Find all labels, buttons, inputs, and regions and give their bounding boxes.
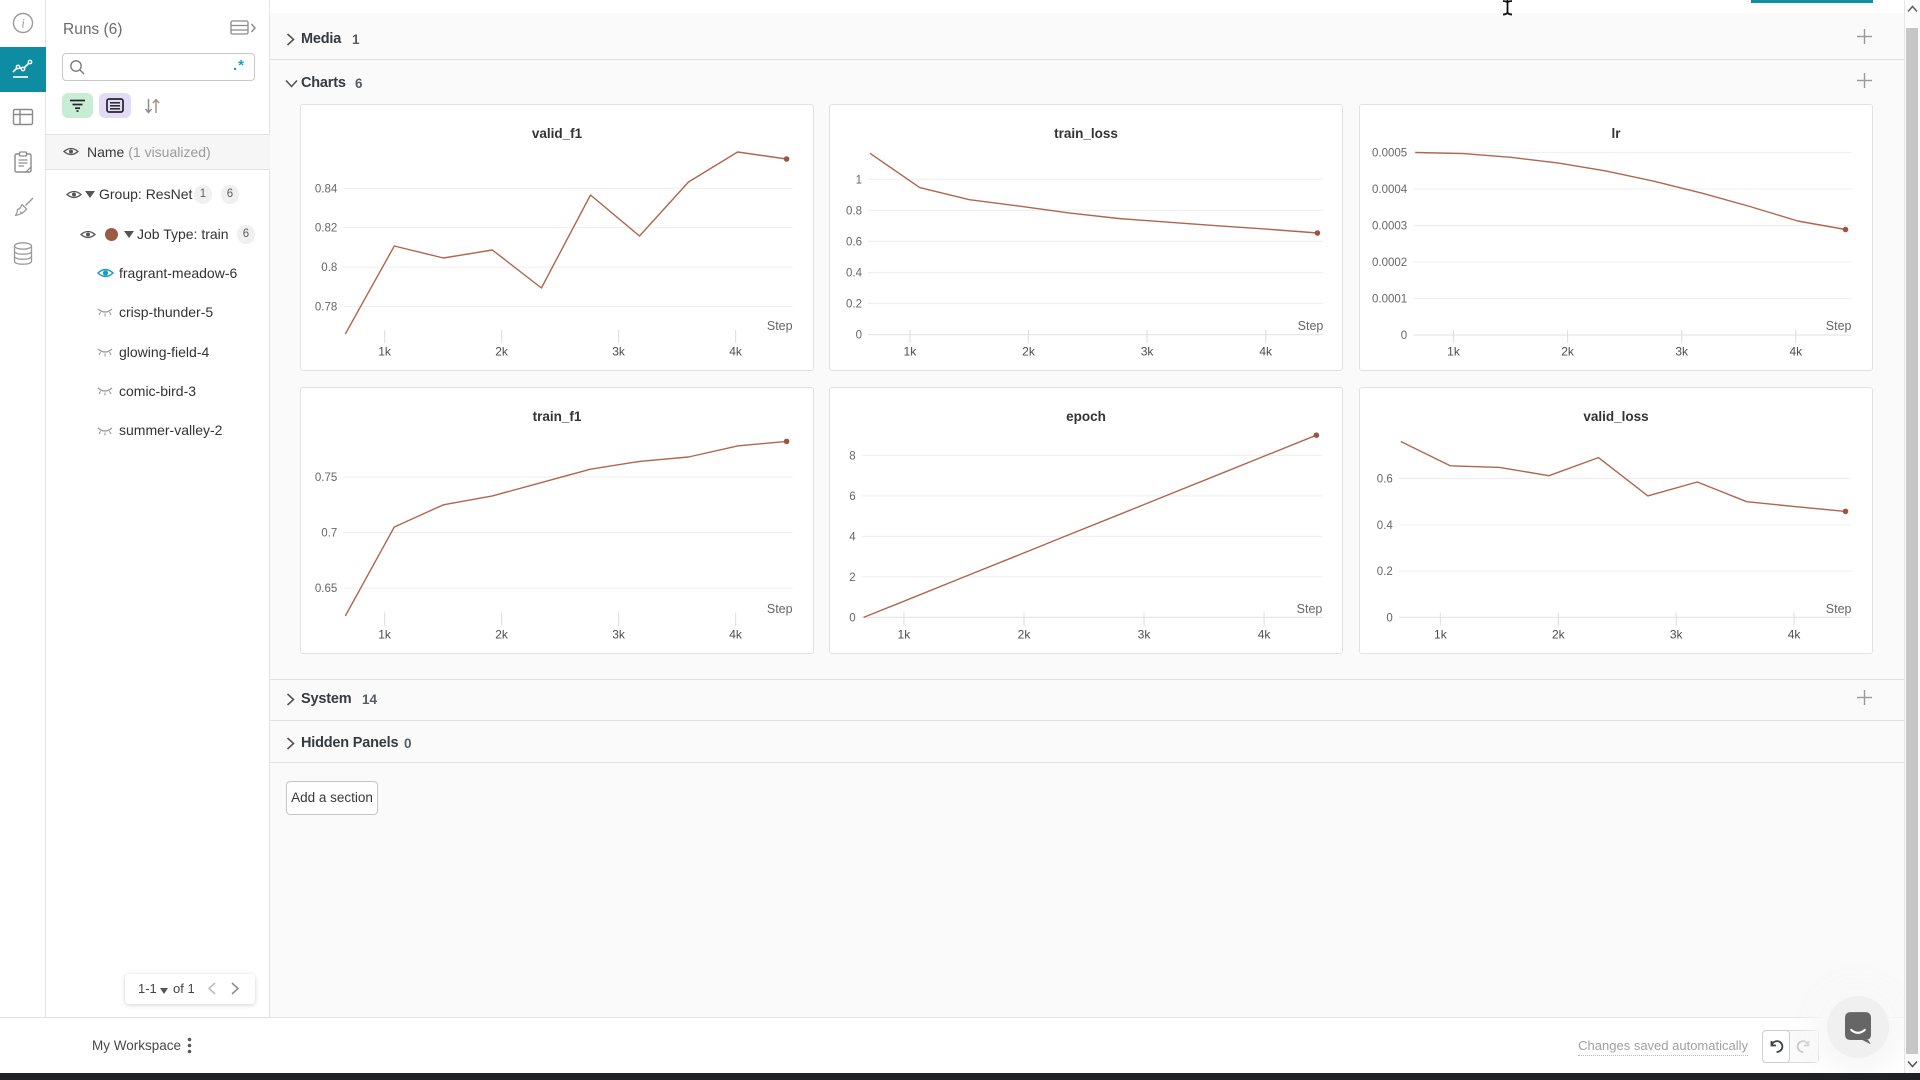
svg-text:3k: 3k	[1670, 628, 1684, 642]
svg-text:1k: 1k	[378, 628, 392, 642]
svg-text:4k: 4k	[1789, 345, 1803, 359]
svg-text:0.2: 0.2	[846, 299, 862, 311]
svg-text:0.0005: 0.0005	[1372, 148, 1407, 160]
svg-text:3k: 3k	[612, 345, 626, 359]
svg-text:0.4: 0.4	[1377, 520, 1394, 532]
svg-text:lr: lr	[1611, 126, 1621, 141]
svg-text:Step: Step	[1826, 602, 1852, 616]
svg-text:epoch: epoch	[1066, 409, 1106, 424]
svg-text:0.4: 0.4	[846, 268, 863, 280]
svg-text:4k: 4k	[729, 345, 743, 359]
svg-text:1k: 1k	[904, 345, 918, 359]
svg-text:0.6: 0.6	[846, 236, 862, 248]
svg-text:0: 0	[849, 612, 855, 624]
svg-text:4k: 4k	[1788, 628, 1802, 642]
svg-text:Step: Step	[767, 319, 793, 333]
svg-text:4k: 4k	[729, 628, 743, 642]
svg-text:0.0001: 0.0001	[1372, 294, 1407, 306]
svg-text:1k: 1k	[378, 345, 392, 359]
svg-text:0.78: 0.78	[315, 302, 337, 314]
svg-text:3k: 3k	[1675, 345, 1689, 359]
svg-text:2: 2	[849, 572, 855, 584]
svg-text:3k: 3k	[1138, 628, 1152, 642]
svg-text:1: 1	[856, 174, 862, 186]
svg-text:train_loss: train_loss	[1054, 126, 1118, 141]
svg-text:0.84: 0.84	[315, 183, 338, 195]
svg-text:Step: Step	[767, 602, 793, 616]
svg-text:Step: Step	[1826, 319, 1852, 333]
svg-text:0.65: 0.65	[315, 583, 337, 595]
svg-text:0: 0	[1386, 612, 1392, 624]
svg-text:0.82: 0.82	[315, 223, 337, 235]
svg-text:8: 8	[849, 450, 855, 462]
svg-text:valid_loss: valid_loss	[1583, 409, 1648, 424]
svg-text:4k: 4k	[1259, 345, 1273, 359]
svg-text:2k: 2k	[495, 345, 509, 359]
svg-text:2k: 2k	[1552, 628, 1566, 642]
svg-text:2k: 2k	[1018, 628, 1032, 642]
svg-text:0.75: 0.75	[315, 472, 337, 484]
svg-text:6: 6	[849, 491, 855, 503]
svg-text:1k: 1k	[898, 628, 912, 642]
svg-text:0.7: 0.7	[321, 528, 337, 540]
svg-text:0.6: 0.6	[1377, 474, 1393, 486]
svg-text:4: 4	[849, 531, 856, 543]
svg-text:0.8: 0.8	[846, 205, 862, 217]
svg-text:0.0002: 0.0002	[1372, 257, 1407, 269]
svg-text:4k: 4k	[1258, 628, 1272, 642]
svg-text:0: 0	[856, 330, 862, 342]
svg-text:Step: Step	[1297, 602, 1323, 616]
svg-text:2k: 2k	[1561, 345, 1575, 359]
svg-text:0.0003: 0.0003	[1372, 221, 1407, 233]
svg-text:0.8: 0.8	[321, 262, 337, 274]
svg-text:2k: 2k	[1022, 345, 1036, 359]
svg-text:3k: 3k	[1141, 345, 1155, 359]
svg-text:1k: 1k	[1447, 345, 1461, 359]
svg-text:0: 0	[1401, 330, 1407, 342]
svg-text:0.2: 0.2	[1377, 566, 1393, 578]
svg-text:1k: 1k	[1434, 628, 1448, 642]
svg-text:0.0004: 0.0004	[1372, 184, 1408, 196]
svg-text:valid_f1: valid_f1	[532, 126, 583, 141]
svg-text:2k: 2k	[495, 628, 509, 642]
svg-text:i: i	[21, 16, 25, 31]
svg-text:Step: Step	[1298, 319, 1324, 333]
svg-text:train_f1: train_f1	[533, 409, 582, 424]
svg-text:3k: 3k	[612, 628, 626, 642]
